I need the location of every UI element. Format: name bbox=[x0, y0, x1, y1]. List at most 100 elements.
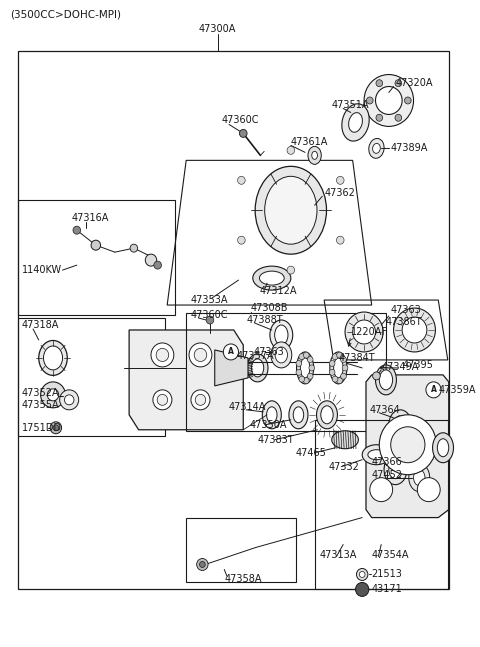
Ellipse shape bbox=[414, 470, 425, 486]
Circle shape bbox=[379, 415, 436, 475]
Ellipse shape bbox=[289, 401, 308, 429]
Text: 47364: 47364 bbox=[370, 405, 400, 415]
Circle shape bbox=[402, 317, 427, 343]
Text: 47395: 47395 bbox=[402, 360, 433, 370]
Text: 47363: 47363 bbox=[254, 347, 285, 357]
Circle shape bbox=[296, 360, 302, 366]
Text: 47353A: 47353A bbox=[191, 295, 228, 305]
Text: A: A bbox=[431, 386, 436, 395]
Text: 47383T: 47383T bbox=[258, 435, 294, 444]
Ellipse shape bbox=[348, 113, 362, 132]
Circle shape bbox=[426, 382, 441, 398]
Circle shape bbox=[223, 344, 239, 360]
Circle shape bbox=[238, 236, 245, 244]
Bar bbox=[18, 50, 449, 589]
Text: 47314A: 47314A bbox=[229, 402, 266, 412]
Circle shape bbox=[336, 378, 342, 384]
Circle shape bbox=[41, 382, 65, 408]
Polygon shape bbox=[215, 350, 248, 386]
Ellipse shape bbox=[264, 177, 317, 244]
Bar bbox=[186, 313, 386, 431]
Circle shape bbox=[332, 376, 338, 382]
Ellipse shape bbox=[297, 352, 313, 384]
Circle shape bbox=[341, 373, 347, 379]
Circle shape bbox=[364, 74, 414, 126]
Ellipse shape bbox=[293, 407, 304, 422]
Circle shape bbox=[50, 422, 61, 433]
Text: 21513: 21513 bbox=[372, 569, 403, 580]
Circle shape bbox=[299, 354, 305, 360]
Circle shape bbox=[206, 316, 214, 324]
Circle shape bbox=[395, 115, 402, 121]
Ellipse shape bbox=[394, 416, 407, 433]
Text: 47384T: 47384T bbox=[338, 353, 375, 363]
Ellipse shape bbox=[312, 151, 317, 159]
Text: 47386T: 47386T bbox=[386, 317, 422, 327]
Bar bbox=[186, 518, 296, 582]
Ellipse shape bbox=[384, 455, 407, 485]
Polygon shape bbox=[129, 330, 243, 430]
Ellipse shape bbox=[369, 138, 384, 159]
Bar bbox=[314, 420, 448, 589]
Circle shape bbox=[91, 240, 101, 250]
Circle shape bbox=[329, 360, 335, 366]
Ellipse shape bbox=[253, 266, 291, 290]
Ellipse shape bbox=[375, 365, 396, 395]
Text: (3500CC>DOHC-MPI): (3500CC>DOHC-MPI) bbox=[10, 10, 121, 19]
Circle shape bbox=[356, 582, 369, 597]
Text: 1751DD: 1751DD bbox=[22, 422, 61, 433]
Circle shape bbox=[156, 348, 168, 362]
Ellipse shape bbox=[372, 144, 380, 153]
Text: 47366: 47366 bbox=[372, 457, 402, 466]
Circle shape bbox=[376, 115, 383, 121]
Text: 47318A: 47318A bbox=[22, 320, 59, 330]
Text: 47320A: 47320A bbox=[396, 78, 433, 87]
Circle shape bbox=[336, 236, 344, 244]
Ellipse shape bbox=[308, 146, 321, 164]
Text: 47355A: 47355A bbox=[22, 400, 59, 410]
Ellipse shape bbox=[330, 352, 347, 384]
Circle shape bbox=[60, 390, 79, 410]
Circle shape bbox=[360, 571, 365, 578]
Text: A: A bbox=[228, 347, 234, 356]
Circle shape bbox=[130, 244, 138, 252]
Circle shape bbox=[391, 427, 425, 463]
Circle shape bbox=[336, 177, 344, 184]
Text: 47359A: 47359A bbox=[438, 385, 476, 395]
Text: 47465: 47465 bbox=[296, 448, 326, 457]
Ellipse shape bbox=[389, 410, 412, 440]
Circle shape bbox=[154, 261, 161, 269]
Ellipse shape bbox=[275, 325, 288, 345]
Circle shape bbox=[64, 395, 74, 405]
Circle shape bbox=[189, 343, 212, 367]
Ellipse shape bbox=[260, 271, 284, 285]
Circle shape bbox=[307, 373, 313, 379]
Ellipse shape bbox=[247, 354, 268, 382]
Ellipse shape bbox=[362, 444, 391, 465]
Circle shape bbox=[342, 365, 348, 371]
Circle shape bbox=[48, 389, 59, 401]
Text: 47389A: 47389A bbox=[391, 144, 428, 153]
Text: 47312A: 47312A bbox=[260, 286, 297, 296]
Circle shape bbox=[353, 320, 375, 344]
Ellipse shape bbox=[316, 401, 337, 429]
Ellipse shape bbox=[262, 401, 281, 429]
Text: 47308B: 47308B bbox=[251, 303, 288, 313]
Text: 47354A: 47354A bbox=[372, 549, 409, 560]
Ellipse shape bbox=[39, 340, 67, 375]
Ellipse shape bbox=[321, 406, 333, 424]
Circle shape bbox=[341, 356, 347, 362]
Circle shape bbox=[296, 369, 302, 375]
Ellipse shape bbox=[342, 104, 369, 141]
Circle shape bbox=[345, 312, 383, 352]
Ellipse shape bbox=[437, 439, 449, 457]
Text: 47357A: 47357A bbox=[237, 351, 274, 361]
Ellipse shape bbox=[300, 358, 310, 378]
Circle shape bbox=[370, 477, 393, 501]
Ellipse shape bbox=[255, 166, 326, 254]
Text: 47362: 47362 bbox=[324, 188, 355, 198]
Ellipse shape bbox=[44, 346, 62, 370]
Ellipse shape bbox=[252, 359, 264, 377]
Circle shape bbox=[405, 97, 411, 104]
Text: 47300A: 47300A bbox=[199, 24, 236, 34]
